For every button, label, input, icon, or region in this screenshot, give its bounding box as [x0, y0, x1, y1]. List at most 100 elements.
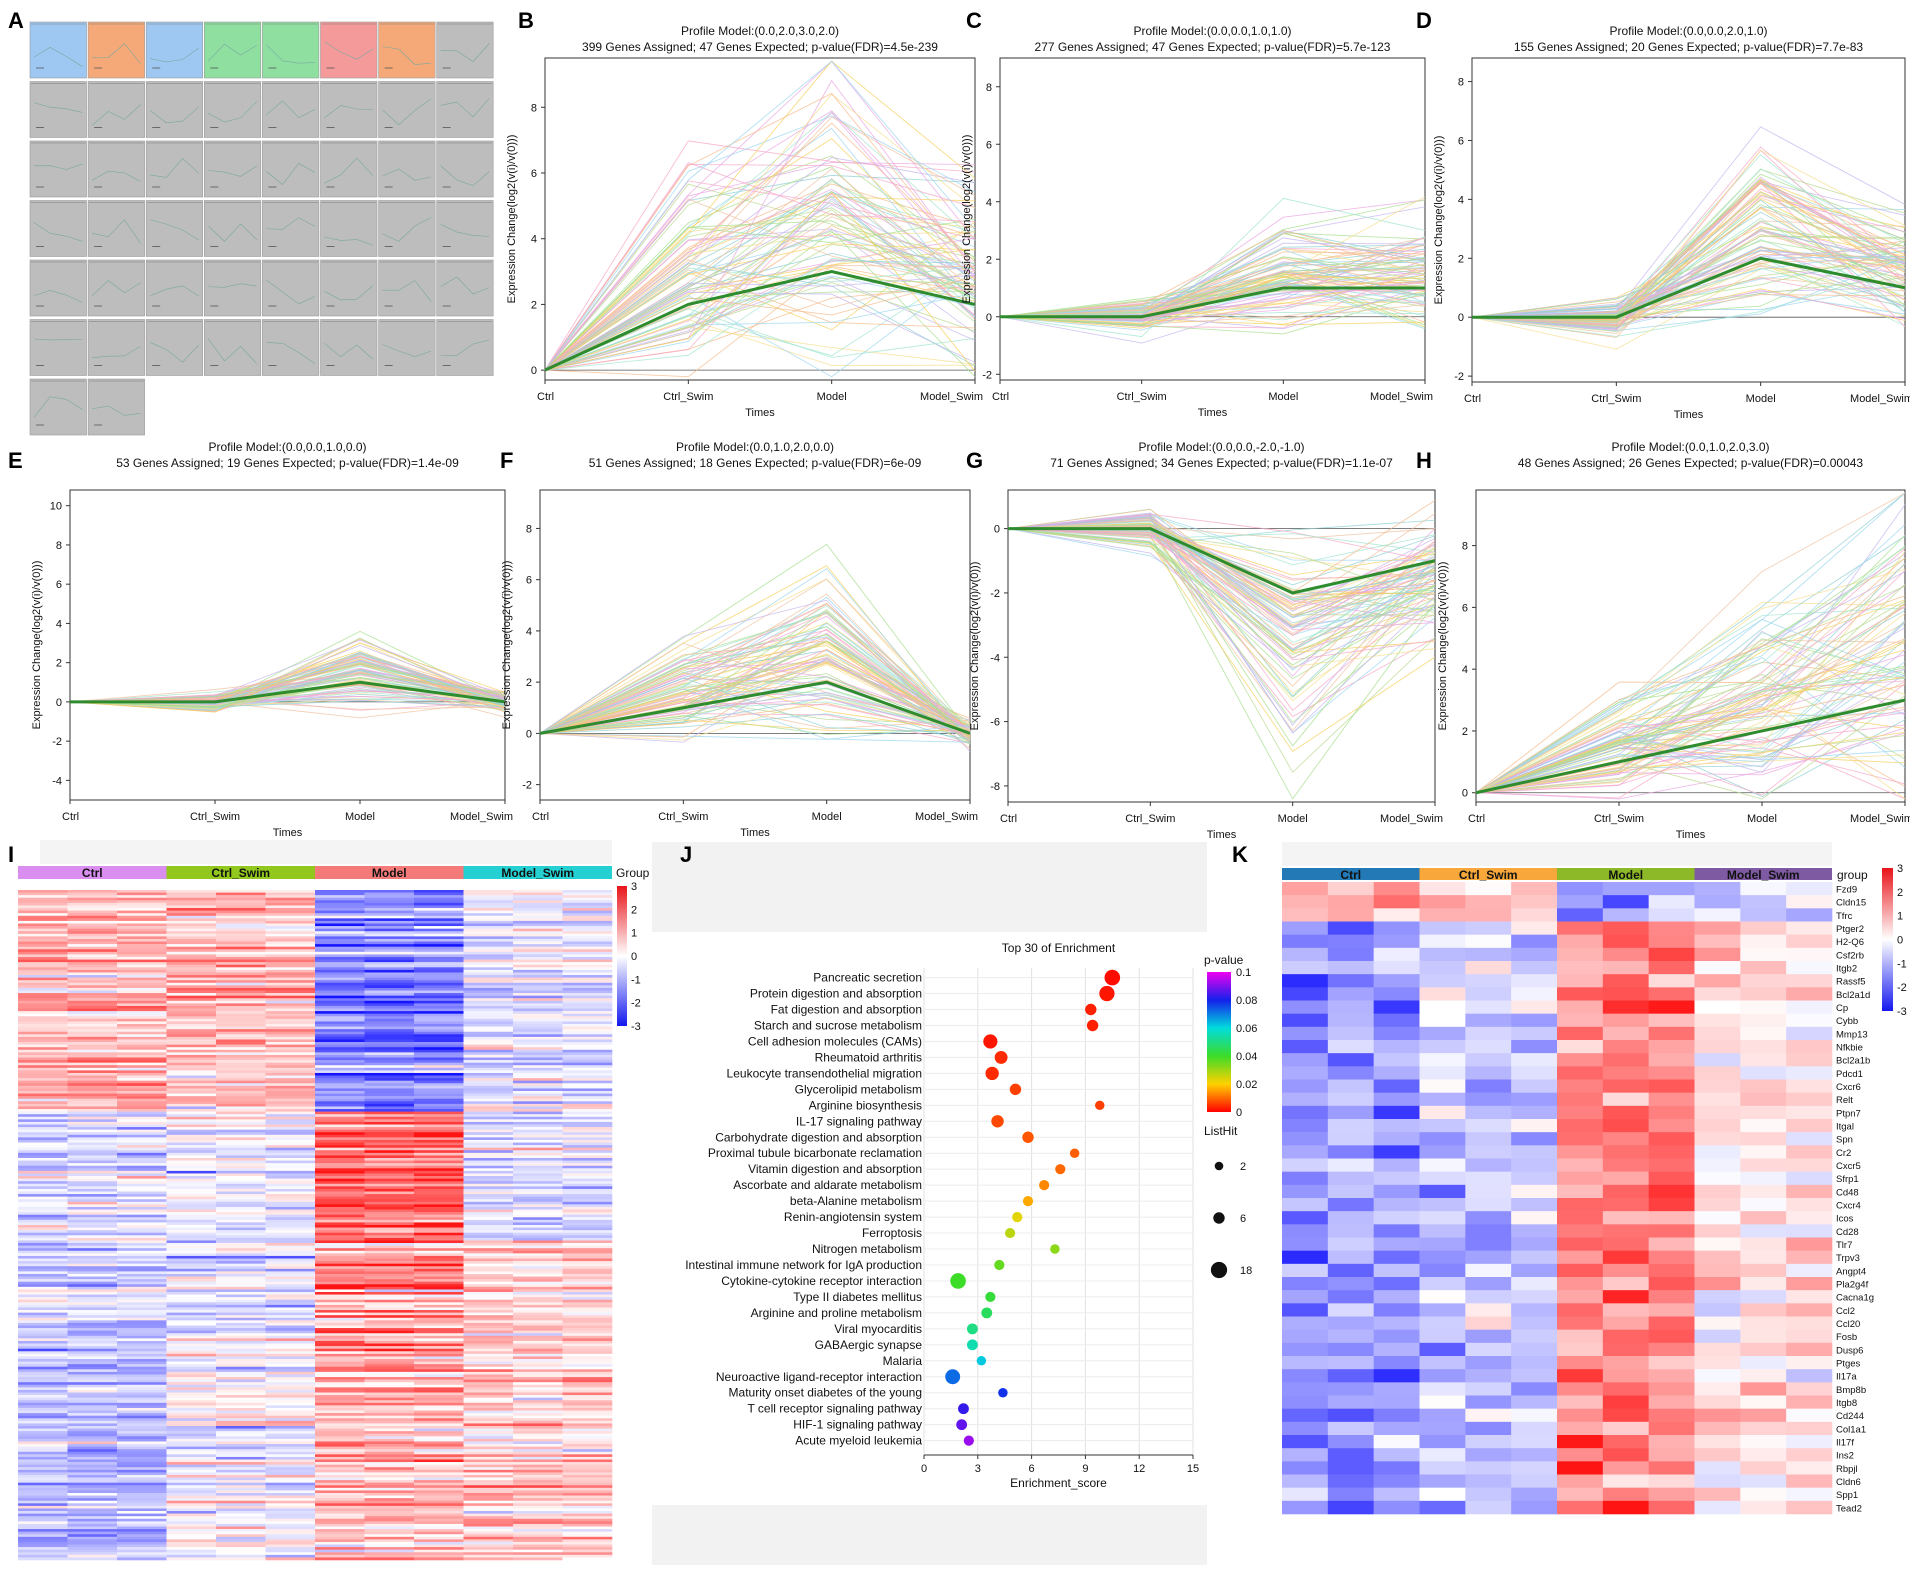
heatmap-cell	[216, 1160, 266, 1164]
heatmap-cell	[216, 1335, 266, 1339]
heatmap-cell	[364, 1049, 415, 1053]
heatmap-cell	[513, 890, 563, 893]
heatmap-cell	[166, 1552, 217, 1556]
heatmap-cell	[1602, 1237, 1649, 1251]
heatmap-cell	[117, 1552, 167, 1556]
heatmap-cell	[166, 1078, 217, 1081]
heatmap-cell	[562, 1541, 613, 1545]
heatmap-cell	[265, 1214, 316, 1218]
heatmap-cell	[562, 1328, 613, 1331]
heatmap-cell	[364, 998, 415, 1002]
heatmap-cell	[513, 1286, 563, 1290]
heatmap-cell	[67, 1152, 118, 1156]
gene-line	[544, 112, 976, 371]
heatmap-cell	[18, 1340, 68, 1344]
heatmap-cell	[513, 977, 563, 981]
heatmap-cell	[18, 1325, 68, 1329]
heatmap-cell	[216, 1552, 266, 1556]
heatmap-cell	[1511, 1474, 1558, 1488]
heatmap-cell	[67, 1400, 118, 1404]
heatmap-cell	[67, 1222, 118, 1226]
heatmap-cell	[166, 1402, 217, 1406]
heatmap-cell	[216, 1431, 266, 1435]
heatmap-cell	[166, 905, 217, 909]
term-label: Neuroactive ligand-receptor interaction	[716, 1370, 922, 1384]
gene-label: Angpt4	[1836, 1266, 1866, 1277]
heatmap-cell	[414, 1374, 464, 1378]
heatmap-cell	[463, 1080, 514, 1084]
heatmap-cell	[463, 1188, 514, 1192]
heatmap-cell	[513, 1346, 563, 1349]
heatmap-cell	[67, 1248, 118, 1252]
profile-thumbnail	[87, 319, 145, 376]
heatmap-cell	[364, 949, 415, 953]
heatmap-cell	[1740, 1421, 1787, 1436]
gene-label: Itgal	[1836, 1122, 1854, 1133]
heatmap-cell	[117, 1031, 167, 1035]
heatmap-cell	[315, 1219, 365, 1223]
heatmap-cell	[216, 1281, 266, 1285]
heatmap-cell	[513, 1485, 563, 1489]
x-tick-label: Ctrl	[62, 811, 79, 823]
heatmap-cell	[463, 1178, 514, 1182]
heatmap-cell	[414, 1093, 464, 1097]
heatmap-cell	[414, 905, 464, 909]
heatmap-cell	[18, 1186, 68, 1190]
heatmap-cell	[513, 949, 563, 953]
heatmap-cell	[315, 892, 365, 896]
heatmap-cell	[117, 1214, 167, 1218]
heatmap-cell	[265, 1477, 316, 1481]
heatmap-cell	[18, 1534, 68, 1538]
heatmap-cell	[18, 1490, 68, 1494]
heatmap-cell	[315, 1364, 365, 1368]
heatmap-cell	[414, 1049, 464, 1053]
heatmap-cell	[216, 1054, 266, 1058]
heatmap-cell	[1419, 1224, 1466, 1238]
heatmap-cell	[67, 1240, 118, 1244]
heatmap-cell	[1786, 1000, 1833, 1014]
heatmap-cell	[1602, 1342, 1649, 1357]
x-tick-label: Model	[812, 811, 842, 823]
heatmap-cell	[1740, 1237, 1787, 1251]
heatmap-cell	[166, 1405, 217, 1409]
heatmap-cell	[265, 1423, 316, 1427]
heatmap-cell	[18, 1124, 68, 1128]
heatmap-cell	[67, 1209, 118, 1213]
heatmap-cell	[117, 1186, 167, 1190]
heatmap-cell	[67, 1173, 118, 1177]
heatmap-cell	[315, 1243, 365, 1246]
heatmap-cell	[562, 1441, 613, 1445]
heatmap-cell	[315, 1085, 365, 1089]
heatmap-cell	[166, 1016, 217, 1020]
heatmap-cell	[562, 936, 613, 940]
gene-line	[1471, 195, 1906, 331]
heatmap-cell	[166, 926, 217, 929]
heatmap-cell	[364, 905, 415, 909]
gene-line	[69, 642, 506, 713]
heatmap-cell	[18, 1255, 68, 1259]
heatmap-cell	[117, 1206, 167, 1210]
heatmap-cell	[463, 1031, 514, 1035]
heatmap-cell	[414, 1467, 464, 1471]
heatmap-cell	[414, 1477, 464, 1481]
heatmap-cell	[1557, 1026, 1604, 1041]
heatmap-cell	[513, 1230, 563, 1234]
heatmap-cell	[166, 1485, 217, 1489]
heatmap-cell	[265, 1188, 316, 1192]
heatmap-cell	[1557, 1448, 1604, 1462]
heatmap-cell	[513, 1407, 563, 1411]
heatmap-cell	[18, 1451, 68, 1455]
heatmap-cell	[513, 1410, 563, 1414]
heatmap-cell	[315, 1410, 365, 1414]
heatmap-cell	[463, 900, 514, 904]
heatmap-cell	[117, 1346, 167, 1349]
heatmap-cell	[67, 1549, 118, 1553]
gene-line	[544, 166, 976, 371]
heatmap-cell	[414, 1307, 464, 1311]
heatmap-cell	[463, 1480, 514, 1483]
y-tick-label: 8	[1462, 541, 1468, 553]
heatmap-cell	[265, 1338, 316, 1342]
gene-line	[544, 225, 976, 371]
heatmap-cell	[216, 1124, 266, 1128]
heatmap-cell	[562, 967, 613, 971]
